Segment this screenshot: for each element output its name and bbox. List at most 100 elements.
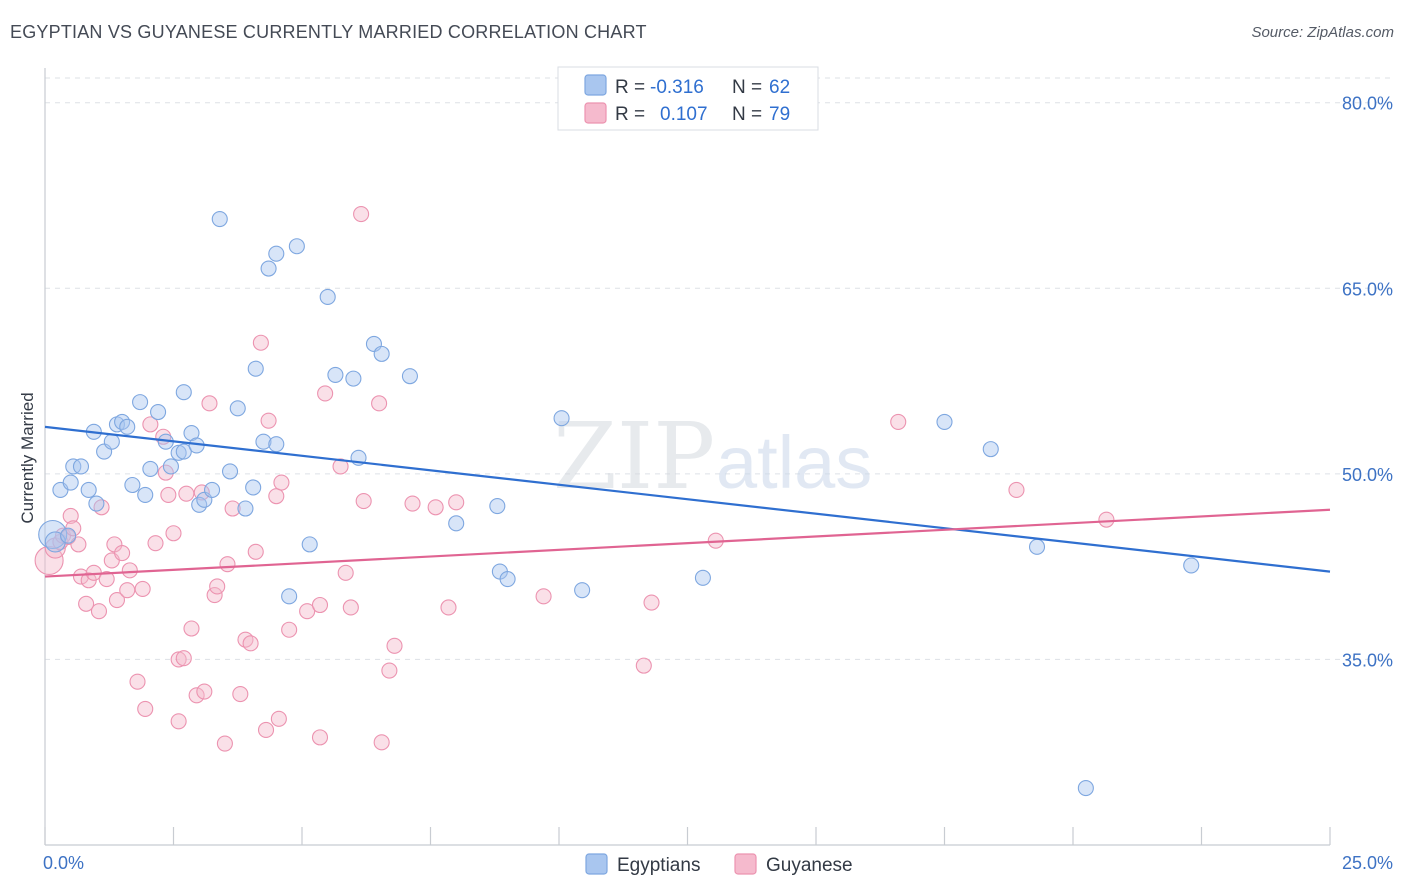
trend-lines: [44, 425, 1331, 578]
legend-guyanese-swatch: [734, 853, 757, 875]
guyanese-point: [635, 657, 652, 674]
guyanese-point: [160, 486, 177, 503]
egyptians-point: [80, 481, 97, 499]
legend-swatch-guyanese: [584, 102, 607, 124]
guyanese-point: [165, 525, 182, 542]
guyanese-point: [381, 662, 398, 679]
guyanese-point: [1008, 481, 1025, 499]
guyanese-point: [353, 206, 370, 223]
guyanese-point: [188, 687, 205, 704]
egyptians-point: [229, 400, 246, 417]
egyptians-point: [88, 495, 105, 512]
egyptians-point: [137, 486, 154, 503]
guyanese-point: [535, 588, 552, 605]
egyptians-point: [1028, 538, 1046, 555]
guyanese-point: [281, 621, 298, 638]
guyanese-point: [170, 651, 187, 668]
guyanese-point: [137, 700, 154, 717]
egyptians-point: [268, 245, 285, 262]
guyanese-point: [1098, 511, 1115, 528]
egyptians-point: [119, 418, 136, 435]
guyanese-point: [332, 458, 349, 475]
egyptians-point: [103, 433, 120, 450]
guyanese-point: [242, 635, 259, 652]
guyanese-point: [70, 536, 87, 553]
guyanese-point: [299, 603, 316, 620]
egyptians-point: [281, 588, 298, 605]
egyptians-point: [211, 210, 228, 228]
guyanese-point: [183, 620, 200, 637]
egyptians-point: [132, 394, 149, 411]
egyptians-point: [204, 481, 221, 499]
guyanese-point: [270, 710, 287, 727]
guyanese-point: [232, 686, 249, 703]
guyanese-point: [147, 535, 164, 552]
guyanese-point: [355, 493, 372, 510]
egyptians-point: [1077, 780, 1094, 797]
egyptians-point: [124, 476, 141, 494]
guyanese-point: [209, 578, 226, 595]
guyanese-point: [119, 582, 136, 599]
egyptians-point: [60, 527, 77, 544]
guyanese-point: [178, 485, 195, 502]
axes: [44, 68, 1331, 846]
guyanese-point: [98, 570, 115, 588]
guyanese-point: [252, 334, 269, 351]
egyptians-point: [499, 570, 516, 588]
egyptians-point: [345, 370, 362, 387]
guyanese-point: [114, 544, 131, 562]
egyptians-point: [221, 463, 239, 480]
guyanese-point: [247, 543, 264, 560]
guyanese-point: [317, 385, 334, 402]
y-tick-label: 65.0%: [1342, 279, 1393, 299]
guyanese-point: [108, 592, 126, 609]
guyanese-point: [448, 494, 465, 511]
chart-title: EGYPTIAN VS GUYANESE CURRENTLY MARRIED C…: [10, 22, 647, 42]
guyanese-point: [440, 599, 457, 616]
guyanese-point: [260, 412, 277, 429]
legend-n-label-2: N =: [732, 104, 762, 125]
egyptians-point: [936, 413, 953, 430]
legend-swatch-egyptians: [584, 74, 607, 96]
egyptians-point: [489, 497, 506, 515]
egyptians-point: [150, 403, 167, 421]
egyptians-point: [237, 500, 254, 517]
x-tick-label-max: 25.0%: [1342, 853, 1393, 873]
egyptians-point: [247, 360, 264, 377]
egyptians-point: [62, 474, 79, 491]
y-tick-label: 80.0%: [1342, 94, 1393, 114]
egyptians-point: [288, 238, 305, 255]
guyanese-point: [34, 545, 64, 576]
egyptians-point: [170, 444, 187, 461]
legend-r-value-2: 0.107: [660, 104, 708, 125]
legend-n-value-2: 79: [769, 104, 790, 125]
egyptians-point: [260, 260, 277, 277]
legend-guyanese-label: Guyanese: [766, 855, 853, 876]
egyptians-point: [268, 436, 285, 453]
guyanese-point: [72, 568, 90, 585]
egyptians-point: [72, 458, 90, 475]
egyptians-point: [327, 366, 344, 383]
guyanese-point: [311, 729, 329, 746]
y-tick-label: 50.0%: [1342, 465, 1393, 485]
guyanese-point: [890, 413, 907, 430]
watermark-atlas: atlas: [716, 421, 872, 504]
guyanese-point: [342, 599, 359, 616]
guyanese-point: [311, 596, 329, 614]
stats-legend: R = -0.316 N = 62 R = 0.107 N = 79: [557, 66, 819, 131]
guyanese-point: [175, 650, 192, 667]
guyanese-point: [373, 734, 390, 751]
guyanese-point: [62, 507, 79, 524]
guyanese-point: [386, 637, 403, 654]
guyanese-point: [134, 580, 151, 597]
guyanese-point: [371, 395, 388, 412]
legend-egyptians-swatch: [585, 853, 608, 875]
guyanese-point: [337, 564, 354, 581]
legend-n-label-1: N =: [732, 77, 762, 98]
guyanese-point: [121, 562, 138, 579]
guyanese-point: [129, 673, 146, 690]
egyptians-point: [448, 515, 465, 532]
y-tick-label: 35.0%: [1342, 650, 1393, 670]
egyptians-point: [373, 345, 390, 362]
